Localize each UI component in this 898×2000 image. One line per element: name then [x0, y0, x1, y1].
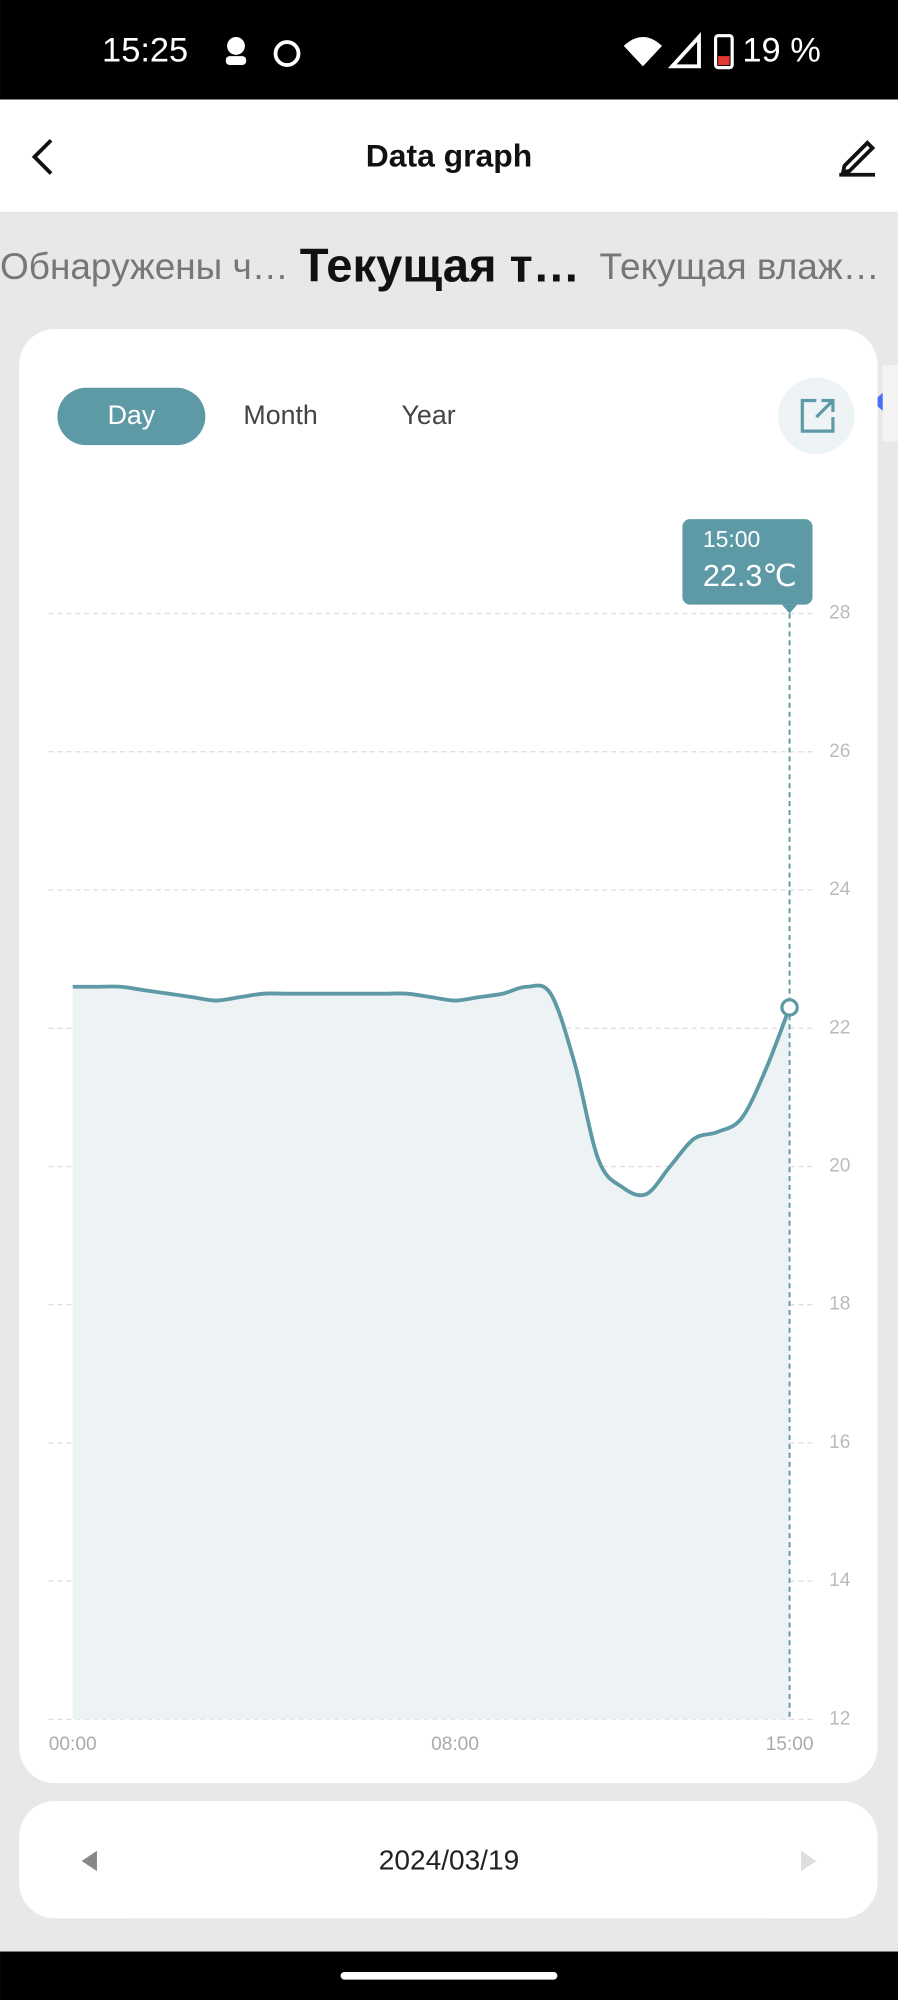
y-tick-label: 14: [829, 1570, 851, 1591]
tab-active[interactable]: Текущая т…: [300, 240, 580, 293]
signal-icon: [667, 32, 701, 69]
tooltip-pointer: [781, 604, 798, 614]
y-tick-label: 28: [829, 603, 850, 624]
tab[interactable]: Текущая влаж…: [600, 246, 880, 287]
battery-level: [718, 56, 730, 66]
x-tick-label: 15:00: [766, 1734, 814, 1755]
y-tick-label: 12: [829, 1708, 850, 1729]
wifi-icon: [623, 36, 663, 67]
range-pill[interactable]: [57, 387, 206, 446]
battery-icon: [713, 34, 734, 70]
y-tick-label: 26: [829, 741, 850, 762]
prev-date[interactable]: [81, 1850, 97, 1872]
tab[interactable]: Обнаружены ч…: [0, 246, 289, 287]
header-title: Data graph: [366, 138, 532, 174]
battery-text: 19 %: [742, 31, 820, 69]
chart: 12 14 16 18 20 22 24 26 28 00:00 08:00 15:00 15:00 22…: [48, 519, 851, 1755]
area-fill: [72, 985, 790, 1720]
y-tick-label: 20: [829, 1156, 850, 1177]
status-bar: [0, 0, 898, 100]
header: [0, 99, 898, 212]
point: [780, 998, 799, 1017]
status-icon: [227, 36, 245, 55]
range-option[interactable]: Day: [108, 400, 156, 430]
next-date[interactable]: [801, 1850, 817, 1872]
side-card: [882, 364, 898, 442]
status-time: 15:25: [102, 31, 188, 69]
y-tick-label: 22: [829, 1017, 850, 1038]
export-icon: [800, 398, 835, 433]
y-tick-label: 16: [829, 1432, 850, 1453]
tooltip-value: 22.3℃: [703, 559, 797, 593]
range-option[interactable]: Month: [243, 400, 317, 430]
status-icon: [225, 56, 247, 66]
tooltip-time: 15:00: [703, 526, 760, 552]
y-tick-label: 24: [829, 879, 851, 900]
x-tick-label: 08:00: [431, 1734, 479, 1755]
status-icon: [273, 40, 301, 67]
back-button[interactable]: [31, 138, 53, 175]
line: [72, 983, 792, 1198]
home-handle[interactable]: [340, 1971, 558, 1980]
tooltip: [682, 519, 813, 605]
date-label: 2024/03/19: [379, 1845, 519, 1876]
x-tick-label: 00:00: [49, 1734, 97, 1755]
date-card: [19, 1801, 878, 1919]
edit-button[interactable]: [839, 140, 876, 177]
y-tick-label: 18: [829, 1294, 850, 1315]
range-option[interactable]: Year: [402, 400, 456, 430]
